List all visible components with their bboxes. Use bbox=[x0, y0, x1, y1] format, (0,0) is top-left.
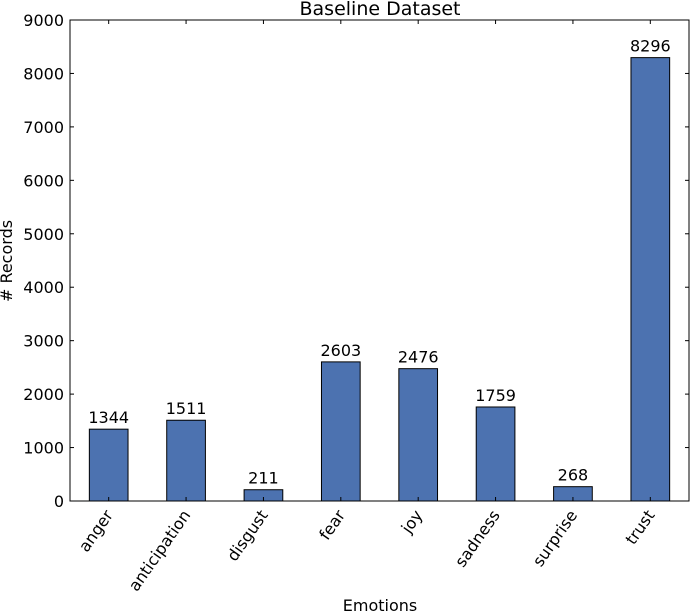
x-tick-labels: anger anticipation disgust fear joy sadness su… bbox=[75, 20, 659, 595]
x-tick-label-anger: anger bbox=[75, 506, 117, 555]
y-tick-label: 5000 bbox=[23, 225, 64, 244]
data-label-disgust: 211 bbox=[248, 469, 279, 488]
data-label-surprise: 268 bbox=[558, 466, 589, 485]
y-tick-label: 3000 bbox=[23, 332, 64, 351]
data-label-joy: 2476 bbox=[398, 348, 439, 367]
bar-fear bbox=[320, 361, 361, 502]
bar-trust bbox=[630, 57, 671, 502]
x-tick-label-trust: trust bbox=[621, 506, 658, 548]
data-label-anger: 1344 bbox=[88, 408, 129, 427]
x-axis-label: Emotions bbox=[343, 596, 417, 614]
y-tick-label: 8000 bbox=[23, 64, 64, 83]
y-tick-label: 9000 bbox=[23, 11, 64, 30]
x-tick-label-surprise: surprise bbox=[529, 506, 582, 570]
bar-anticipation bbox=[166, 419, 206, 502]
bar-anger bbox=[88, 428, 129, 502]
y-tick-label: 2000 bbox=[23, 385, 64, 404]
x-tick-label-sadness: sadness bbox=[451, 506, 504, 570]
x-tick-label-disgust: disgust bbox=[223, 506, 272, 564]
bar-sadness bbox=[475, 406, 516, 502]
plot-frame bbox=[69, 19, 690, 502]
chart-title: Baseline Dataset bbox=[300, 0, 461, 20]
data-label-trust: 8296 bbox=[630, 37, 671, 56]
x-tick-label-joy: joy bbox=[397, 506, 427, 537]
y-tick-label: 4000 bbox=[23, 278, 64, 297]
bar-joy bbox=[398, 368, 439, 502]
data-label-anticipation: 1511 bbox=[166, 399, 207, 418]
y-tick-label: 7000 bbox=[23, 118, 64, 137]
data-label-fear: 2603 bbox=[320, 341, 361, 360]
x-tick-label-anticipation: anticipation bbox=[125, 506, 195, 594]
y-tick-label: 6000 bbox=[23, 171, 64, 190]
bars: 1344 1511 211 2603 2476 1759 268 8296 bbox=[88, 37, 671, 502]
y-ticks: 0 1000 2000 3000 4000 5000 6000 7000 8000 9000 bbox=[23, 11, 689, 511]
x-tick-label-fear: fear bbox=[315, 506, 349, 543]
y-axis-label: # Records bbox=[0, 220, 16, 302]
y-tick-label: 0 bbox=[54, 492, 64, 511]
data-label-sadness: 1759 bbox=[475, 386, 516, 405]
y-tick-label: 1000 bbox=[23, 439, 64, 458]
